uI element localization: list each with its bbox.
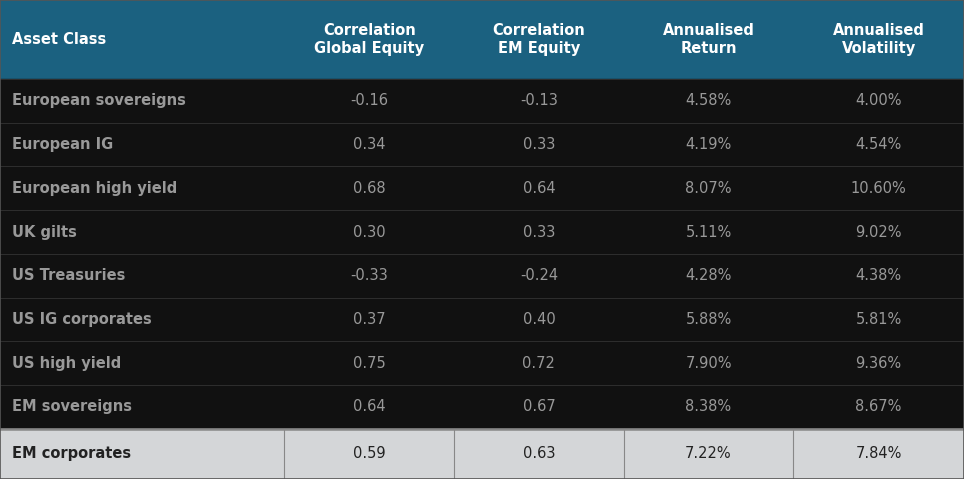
Text: 0.40: 0.40 [522,312,555,327]
Bar [0,0,964,79]
Text: 9.36%: 9.36% [856,355,901,371]
Text: European IG: European IG [12,137,113,152]
Text: 0.67: 0.67 [522,399,555,414]
Text: US IG corporates: US IG corporates [12,312,151,327]
Text: 4.58%: 4.58% [685,93,732,108]
Bar [0,385,964,429]
Text: 0.33: 0.33 [522,137,555,152]
Text: -0.33: -0.33 [350,268,388,283]
Text: Asset Class: Asset Class [12,32,106,47]
Text: Annualised
Return: Annualised Return [662,23,755,56]
Bar [0,297,964,342]
Bar [0,123,964,167]
Text: 4.54%: 4.54% [856,137,901,152]
Text: 7.90%: 7.90% [685,355,732,371]
Text: European sovereigns: European sovereigns [12,93,185,108]
Text: -0.24: -0.24 [520,268,558,283]
Text: 0.30: 0.30 [353,225,386,240]
Bar [0,254,964,297]
Text: European high yield: European high yield [12,181,176,196]
Text: 0.59: 0.59 [353,446,386,461]
Text: 4.19%: 4.19% [685,137,732,152]
Text: 0.37: 0.37 [353,312,386,327]
Text: 10.60%: 10.60% [851,181,906,196]
Bar [0,429,964,479]
Text: 5.81%: 5.81% [856,312,901,327]
Text: 0.63: 0.63 [522,446,555,461]
Text: EM corporates: EM corporates [12,446,131,461]
Text: 0.72: 0.72 [522,355,555,371]
Text: Correlation
Global Equity: Correlation Global Equity [314,23,424,56]
Text: 7.84%: 7.84% [855,446,902,461]
Text: 4.38%: 4.38% [856,268,901,283]
Text: Annualised
Volatility: Annualised Volatility [833,23,924,56]
Text: 7.22%: 7.22% [685,446,732,461]
Bar [0,167,964,210]
Text: US Treasuries: US Treasuries [12,268,125,283]
Text: -0.16: -0.16 [350,93,388,108]
Text: 5.11%: 5.11% [685,225,732,240]
Text: US high yield: US high yield [12,355,120,371]
Text: 0.64: 0.64 [353,399,386,414]
Text: 0.64: 0.64 [522,181,555,196]
Bar [0,79,964,123]
Text: 0.34: 0.34 [353,137,386,152]
Text: 8.07%: 8.07% [685,181,732,196]
Text: 8.38%: 8.38% [685,399,732,414]
Text: 9.02%: 9.02% [855,225,902,240]
Text: 4.28%: 4.28% [685,268,732,283]
Text: 8.67%: 8.67% [855,399,902,414]
Text: 5.88%: 5.88% [685,312,732,327]
Text: -0.13: -0.13 [520,93,558,108]
Text: EM sovereigns: EM sovereigns [12,399,131,414]
Bar [0,210,964,254]
Text: 0.75: 0.75 [353,355,386,371]
Text: Correlation
EM Equity: Correlation EM Equity [493,23,585,56]
Text: 0.33: 0.33 [522,225,555,240]
Bar [0,341,964,385]
Text: UK gilts: UK gilts [12,225,76,240]
Text: 0.68: 0.68 [353,181,386,196]
Text: 4.00%: 4.00% [855,93,902,108]
